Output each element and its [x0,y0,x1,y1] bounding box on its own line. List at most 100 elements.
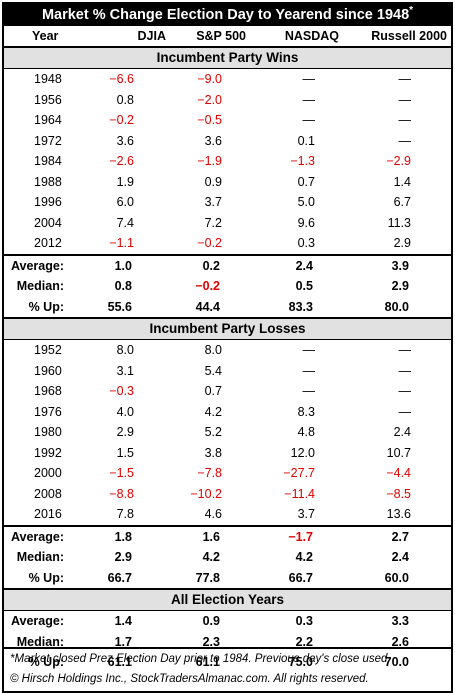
year-cell: 1968 [34,384,62,398]
year-cell: 1984 [34,154,62,168]
value-cell: −4.4 [386,466,411,480]
value-cell: — [398,363,412,378]
value-cell: 0.1 [297,133,315,148]
value-cell: 8.0 [116,343,134,357]
value-cell: −1.3 [290,154,315,168]
value-cell: 7.8 [116,507,134,521]
value-cell: — [398,133,412,148]
year-cell: 1964 [34,113,62,127]
table-row: 1980 2.9 5.2 4.8 2.4 [4,422,451,443]
year-cell: 2004 [34,215,62,230]
summary-value: 4.2 [295,550,313,564]
table-row: 1956 0.8 −2.0 — — [4,90,451,111]
summary-value: 1.7 [114,634,132,649]
value-cell: 3.6 [204,133,222,148]
summary-label: Median: [16,634,64,649]
summary-value: 60.0 [384,570,409,585]
summary-row: Average: 1.8 1.6 −1.7 2.7 [4,527,451,548]
summary-row: Average: 1.0 0.2 2.4 3.9 [4,256,451,277]
summary-value: 1.8 [114,529,132,544]
summary-value: 1.0 [114,258,132,273]
year-cell: 1996 [34,195,62,209]
column-header-djia: DJIA [137,29,166,43]
column-header-row: Year DJIA S&P 500 NASDAQ Russell 2000 [4,26,451,48]
value-cell: — [398,343,412,357]
value-cell: −0.5 [197,113,222,127]
value-cell: 9.6 [297,215,315,230]
table-row: 2008 −8.8 −10.2 −11.4 −8.5 [4,484,451,505]
value-cell: −0.3 [109,384,134,398]
table-row: 2000 −1.5 −7.8 −27.7 −4.4 [4,463,451,484]
summary-value: 2.9 [114,550,132,564]
value-cell: −8.5 [386,486,411,501]
value-cell: 8.3 [297,404,315,419]
value-cell: 3.7 [297,507,315,521]
footnote: *Market closed Prez Election Day prior t… [10,653,391,665]
value-cell: 0.9 [204,174,222,189]
value-cell: 3.6 [116,133,134,148]
value-cell: 3.7 [204,195,222,209]
section-heading: Incumbent Party Wins [4,48,451,69]
summary-row: Median: 1.7 2.3 2.2 2.6 [4,632,451,653]
value-cell: — [398,384,412,398]
value-cell: −1.5 [109,466,134,480]
value-cell: 3.8 [204,445,222,460]
year-cell: 2016 [34,507,62,521]
value-cell: 0.8 [116,92,134,107]
value-cell: 1.4 [393,174,411,189]
summary-value: 3.3 [391,614,409,628]
value-cell: 4.2 [204,404,222,419]
summary-row: Average: 1.4 0.9 0.3 3.3 [4,611,451,632]
table-row: 1952 8.0 8.0 — — [4,340,451,361]
value-cell: — [302,72,316,86]
summary-value: 75.0 [288,655,313,669]
table-row: 1984 −2.6 −1.9 −1.3 −2.9 [4,151,451,172]
value-cell: — [302,113,316,127]
year-cell: 1980 [34,425,62,439]
table-row: 1968 −0.3 0.7 — — [4,381,451,402]
table-row: 1960 3.1 5.4 — — [4,361,451,382]
year-cell: 1952 [34,343,62,357]
value-cell: 0.7 [204,384,222,398]
summary-value: 66.7 [107,570,132,585]
value-cell: −8.8 [109,486,134,501]
summary-value: 1.4 [114,614,132,628]
summary-value: 0.9 [202,614,220,628]
year-cell: 1960 [34,363,62,378]
value-cell: 13.6 [386,507,411,521]
summary-row: % Up: 66.7 77.8 66.7 60.0 [4,568,451,589]
summary-value: −0.2 [195,279,220,293]
summary-value: 80.0 [384,299,409,314]
value-cell: — [398,72,412,86]
value-cell: −1.9 [197,154,222,168]
summary-value: 2.4 [295,258,313,273]
column-header-nasdaq: NASDAQ [284,29,339,43]
summary-value: 83.3 [288,299,313,314]
value-cell: 7.4 [116,215,134,230]
summary-value: 2.3 [202,634,220,649]
value-cell: −1.1 [109,236,134,250]
copyright: © Hirsch Holdings Inc., StockTradersAlma… [10,673,369,685]
summary-label: % Up: [28,299,64,314]
value-cell: −7.8 [197,466,222,480]
value-cell: 5.0 [297,195,315,209]
table-row: 1996 6.0 3.7 5.0 6.7 [4,192,451,213]
summary-value: 2.6 [391,634,409,649]
summary-row: Median: 0.8 −0.2 0.5 2.9 [4,276,451,297]
summary-value: 3.9 [391,258,409,273]
value-cell: 4.8 [297,425,315,439]
summary-value: 1.6 [202,529,220,544]
value-cell: 0.7 [297,174,315,189]
year-cell: 1972 [34,133,62,148]
summary-value: 55.6 [107,299,132,314]
value-cell: −9.0 [197,72,222,86]
column-header-sp500: S&P 500 [196,29,246,43]
value-cell: 4.6 [204,507,222,521]
table-row: 1992 1.5 3.8 12.0 10.7 [4,443,451,464]
column-header-russell2000: Russell 2000 [371,29,447,43]
summary-row: Median: 2.9 4.2 4.2 2.4 [4,547,451,568]
summary-row: % Up: 55.6 44.4 83.3 80.0 [4,297,451,318]
section-heading: Incumbent Party Losses [4,317,451,340]
summary-value: 0.2 [202,258,220,273]
